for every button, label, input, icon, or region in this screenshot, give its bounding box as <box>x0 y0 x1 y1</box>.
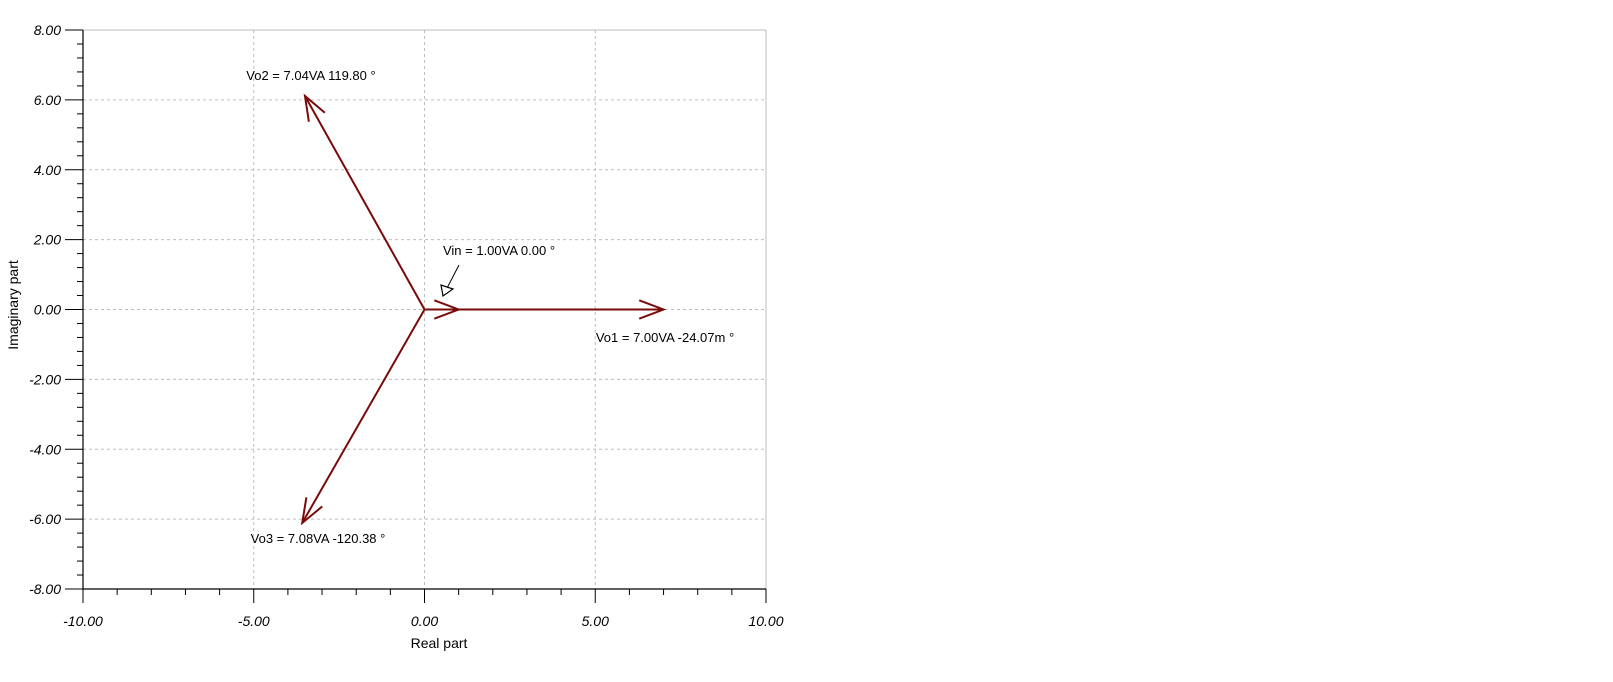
phasor-shaft <box>304 95 426 310</box>
x-tick-label: 5.00 <box>582 613 609 629</box>
x-tick-label: 0.00 <box>411 613 438 629</box>
y-tick-label: 6.00 <box>34 92 61 108</box>
vin-pointer <box>440 264 460 298</box>
phasor-arrowhead <box>303 93 326 122</box>
tick-marks <box>65 29 767 603</box>
tick-labels: -10.00 -5.00 0.00 5.00 10.00 8.00 6.00 4.00 2.00… <box>29 22 784 629</box>
phasor-4 <box>300 309 426 526</box>
y-tick-label: 2.00 <box>33 232 61 248</box>
phasor-label: Vo2 = 7.04VA 119.80 ° <box>246 68 375 83</box>
y-tick-label: 0.00 <box>34 302 61 318</box>
phasor-arrowhead <box>638 299 667 320</box>
y-tick-label: -2.00 <box>29 371 61 387</box>
y-tick-label: 4.00 <box>34 162 61 178</box>
x-tick-label: -5.00 <box>238 613 270 629</box>
phasor-label: Vo1 = 7.00VA -24.07m ° <box>596 330 734 345</box>
x-axis-title: Real part <box>411 635 468 651</box>
phasors <box>300 93 667 526</box>
phasor-1 <box>303 93 426 310</box>
y-tick-label: -8.00 <box>29 581 61 597</box>
phasor-3 <box>424 299 667 320</box>
y-axis-title: Imaginary part <box>5 260 21 350</box>
x-tick-label: 10.00 <box>748 613 783 629</box>
phasor-arrowhead <box>300 497 323 526</box>
phasor-labels: Vo2 = 7.04VA 119.80 ° Vin = 1.00VA 0.00 °… <box>246 68 734 546</box>
y-tick-label: -4.00 <box>29 441 61 457</box>
x-tick-label: -10.00 <box>63 613 103 629</box>
pointer-head <box>440 284 455 298</box>
y-tick-label: 8.00 <box>34 22 61 38</box>
phasor-label: Vo3 = 7.08VA -120.38 ° <box>251 531 386 546</box>
y-tick-label: -6.00 <box>29 511 61 527</box>
phasor-shaft <box>301 309 426 524</box>
phasor-label: Vin = 1.00VA 0.00 ° <box>443 243 555 258</box>
